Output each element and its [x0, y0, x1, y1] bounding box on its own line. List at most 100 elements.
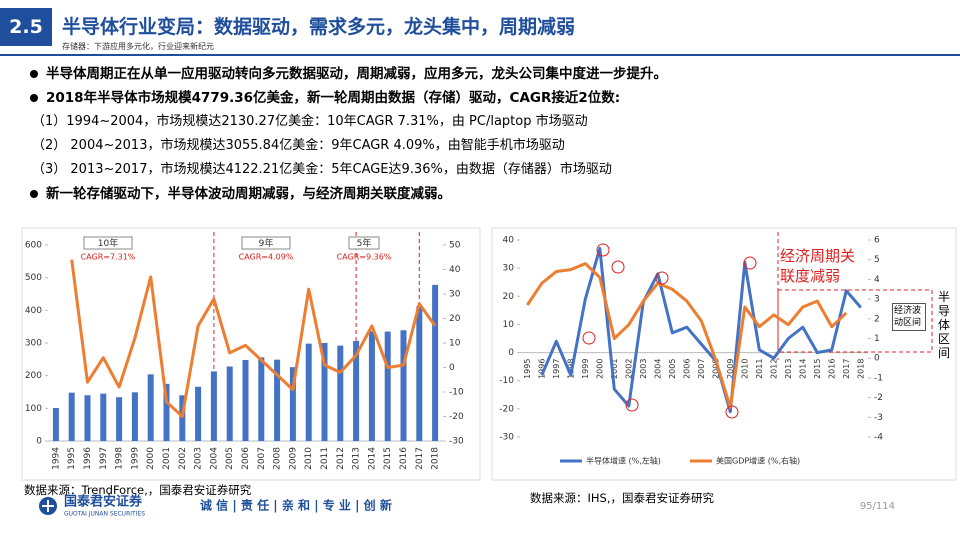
legend-label: 美国GDP增速 (%,右轴): [716, 456, 800, 466]
x-tick-label: 2017: [842, 359, 851, 379]
bar: [368, 331, 375, 441]
x-tick-label: 2005: [225, 447, 235, 470]
y2-tick-label: -3: [874, 413, 883, 423]
x-tick-label: 2014: [367, 447, 377, 470]
x-tick-label: 2006: [241, 447, 251, 470]
x-tick-label: 2010: [304, 447, 314, 470]
bullet: 2018年半导体市场规模4779.36亿美金，新一轮周期由数据（存储）驱动，CA…: [28, 86, 667, 110]
bar: [84, 395, 91, 441]
chart-frame: [21, 227, 481, 481]
x-tick-label: 1997: [552, 359, 561, 379]
x-tick-label: 2013: [352, 447, 362, 470]
bar: [416, 306, 423, 441]
bar: [242, 359, 249, 441]
y2-tick-label: -30: [449, 437, 464, 447]
x-tick-label: 2004: [653, 359, 662, 379]
bar: [210, 371, 217, 441]
y2-tick-label: -20: [449, 412, 464, 422]
y-tick-label: 20: [503, 292, 515, 302]
x-tick-label: 2009: [726, 359, 735, 379]
bullet: （3） 2013~2017，市场规模达4122.21亿美金：5年CAGE达9.3…: [32, 162, 612, 177]
annotation-label: 9年: [259, 237, 274, 249]
y-tick-label: 600: [25, 241, 42, 251]
highlight: [582, 331, 596, 345]
y2-tick-label: -2: [874, 393, 883, 403]
highlight: [625, 398, 639, 412]
y2-tick-label: 5: [874, 255, 880, 265]
footer: 国泰君安证券 GUOTAI JUNAN SECURITIES 诚 信 | 责 任…: [39, 494, 895, 518]
bar: [100, 393, 107, 441]
x-tick-label: 2003: [639, 359, 648, 379]
x-tick-label: 1999: [581, 359, 590, 379]
y-tick-label: 200: [25, 371, 42, 381]
source: 数据来源：TrendForce,，国泰君安证券研究: [24, 483, 252, 497]
y-tick-label: 300: [25, 339, 42, 349]
annotation: 经济周期关联度减弱: [780, 247, 856, 285]
x-tick-label: 2002: [178, 447, 188, 470]
bar: [116, 397, 123, 441]
series-line: [70, 259, 437, 418]
bar: [195, 386, 202, 441]
y-tick-label: -10: [499, 376, 514, 386]
y-tick-label: 0: [36, 437, 42, 447]
x-tick-label: 2004: [209, 447, 219, 470]
y2-tick-label: 0: [874, 354, 880, 364]
y2-tick-label: 30: [449, 290, 461, 300]
y-tick-label: 500: [25, 273, 42, 283]
annotation-label: 5年: [357, 237, 372, 249]
bar: [384, 331, 391, 441]
section-number: 2.5: [0, 8, 52, 46]
y-tick-label: 40: [503, 236, 515, 246]
x-tick-label: 2015: [383, 447, 393, 470]
annotation-text: CAGR=7.31%: [81, 253, 136, 262]
y2-tick-label: 6: [874, 236, 880, 246]
bar: [289, 367, 296, 441]
y2-tick-label: -4: [874, 433, 883, 443]
legend-label: 半导体增速 (%,左轴): [586, 456, 661, 466]
bar: [226, 366, 233, 441]
x-tick-label: 2007: [697, 359, 706, 379]
annotation-box: [241, 236, 291, 250]
x-tick-label: 2010: [740, 359, 749, 379]
highlight: [725, 405, 739, 419]
y2-tick-label: -1: [874, 373, 883, 383]
highlight: [655, 271, 669, 285]
motto: 诚 信 | 责 任 | 亲 和 | 专 业 | 创 新: [200, 498, 392, 513]
y-tick-label: 0: [508, 348, 514, 358]
x-tick-label: 2008: [711, 359, 720, 379]
x-tick-label: 1999: [130, 447, 140, 470]
annotation: 经济波动区间: [892, 303, 926, 331]
bar: [305, 343, 312, 441]
logo: [42, 500, 54, 512]
y2-tick-label: 10: [449, 339, 461, 349]
bar: [179, 395, 186, 441]
source: 数据来源：IHS,，国泰君安证券研究: [530, 491, 714, 505]
x-tick-label: 2000: [146, 447, 156, 470]
y2-tick-label: 40: [449, 265, 461, 275]
y2-tick-label: 2: [874, 314, 880, 324]
bar: [337, 345, 344, 441]
y-tick-label: 10: [503, 320, 515, 330]
x-tick-label: 2000: [595, 359, 604, 379]
bar: [432, 284, 439, 441]
y2-tick-label: 1: [874, 334, 880, 344]
y2-tick-label: 4: [874, 275, 880, 285]
x-tick-label: 2011: [755, 359, 764, 379]
bar: [131, 392, 138, 441]
company: 国泰君安证券: [64, 494, 143, 510]
y2-tick-label: 3: [874, 295, 880, 305]
slide-title: 半导体行业变局：数据驱动，需求多元，龙头集中，周期减弱: [62, 16, 576, 38]
bar: [321, 343, 328, 441]
bar: [258, 357, 265, 441]
y2-tick-label: 50: [449, 241, 461, 251]
y2-tick-label: 0: [449, 363, 455, 373]
annotation-box: [348, 236, 380, 250]
bar: [147, 374, 154, 441]
highlight: [611, 260, 625, 274]
x-tick-label: 1994: [51, 447, 61, 470]
x-tick-label: 2011: [320, 447, 330, 470]
bullet-list: 半导体周期正在从单一应用驱动转向多元数据驱动，周期减弱，应用多元，龙头公司集中度…: [28, 62, 667, 206]
y-tick-label: -20: [499, 404, 514, 414]
page-number: 95/114: [860, 501, 895, 512]
